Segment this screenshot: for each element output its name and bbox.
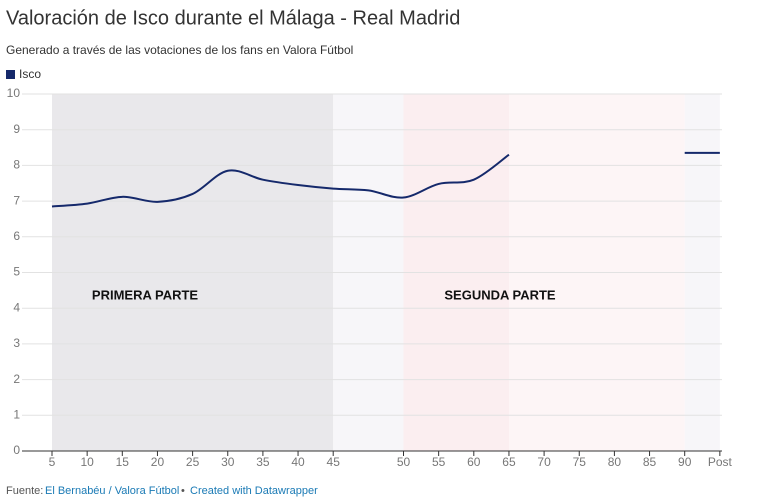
x-tick-label: 75	[573, 455, 587, 469]
credit[interactable]: Created with Datawrapper	[190, 485, 318, 497]
legend-swatch	[6, 70, 15, 79]
x-tick-label: 40	[291, 455, 305, 469]
x-tick-label: 85	[643, 455, 657, 469]
x-tick-label: 30	[221, 455, 235, 469]
x-tick-label: 15	[116, 455, 130, 469]
y-tick-label: 10	[7, 86, 21, 100]
line	[51, 151, 720, 208]
x-tick-label: 70	[537, 455, 551, 469]
separator: •	[181, 485, 185, 497]
y-tick-label: 1	[13, 407, 20, 421]
x-tick-label: 65	[502, 455, 516, 469]
y-tick-label: 9	[13, 122, 20, 136]
x-tick-label: 50	[397, 455, 411, 469]
source[interactable]: El Bernabéu / Valora Fútbol	[45, 485, 179, 497]
x-tick-label: 5	[49, 455, 56, 469]
x-tick-label: 60	[467, 455, 481, 469]
x-tick-label: 20	[151, 455, 165, 469]
x-tick-label: Post	[708, 455, 733, 469]
x-tick-label: 80	[608, 455, 622, 469]
y-tick-label: 7	[13, 193, 20, 207]
x-tick-label: 25	[186, 455, 200, 469]
source-label: Fuente:	[6, 485, 43, 497]
chart-subtitle: Generado a través de las votaciones de l…	[6, 43, 353, 57]
y-tick-label: 2	[13, 372, 20, 386]
x-tick-label: 10	[80, 455, 94, 469]
y-tick-label: 4	[13, 300, 20, 314]
x-tick-label: 35	[256, 455, 270, 469]
y-tick-label: 6	[13, 229, 20, 243]
y-tick-label: 0	[13, 443, 20, 457]
legend-label: Isco	[19, 67, 41, 81]
y-tick-label: 5	[13, 265, 20, 279]
y-tick-label: 3	[13, 336, 20, 350]
chart-title: Valoración de Isco durante el Málaga - R…	[6, 7, 460, 29]
annotation: PRIMERA PARTE	[92, 287, 199, 302]
x-tick-label: 90	[678, 455, 692, 469]
annotation: SEGUNDA PARTE	[444, 287, 556, 302]
x-tick-label: 45	[327, 455, 341, 469]
x-tick-label: 55	[432, 455, 446, 469]
y-tick-label: 8	[13, 158, 20, 172]
